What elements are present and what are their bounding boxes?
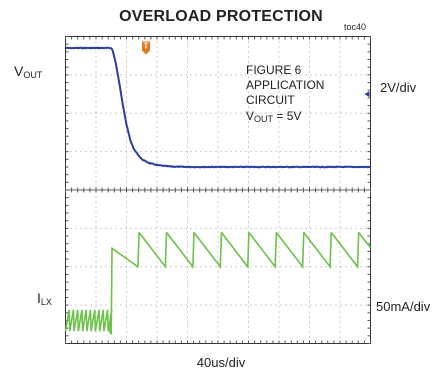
annotation-line-3: CIRCUIT (246, 93, 295, 107)
channel2-label-sub: LX (40, 297, 52, 307)
annotation-vout-value: = 5V (273, 109, 302, 123)
channel2-scale: 50mA/div (376, 299, 431, 314)
channel1-scale: 2V/div (380, 80, 417, 95)
trigger-marker-label: T (144, 42, 149, 51)
annotation-line-2: APPLICATION (246, 78, 325, 92)
channel2-label: ILX (37, 290, 52, 307)
channel1-label-main: V (14, 63, 24, 79)
channel2-label-main: I (37, 290, 41, 306)
channel1-label-sub: OUT (23, 70, 43, 80)
chart-title: OVERLOAD PROTECTION (119, 8, 323, 25)
annotation-line-1: FIGURE 6 (246, 63, 302, 77)
annotation-vout-sub: OUT (254, 114, 274, 124)
channel1-label: VOUT (14, 63, 42, 80)
graticule-ticks (65, 36, 371, 344)
timebase-label: 40us/div (196, 355, 246, 370)
annotation-vout-main: V (246, 109, 255, 123)
annotation-vout-line: VOUT = 5V (246, 109, 301, 127)
ilx-trace (64, 232, 372, 335)
trigger-marker: T (142, 41, 150, 55)
vout-trace (65, 46, 372, 169)
channel-ground-marker (364, 91, 370, 98)
figure-tag: toc40 (344, 22, 367, 32)
